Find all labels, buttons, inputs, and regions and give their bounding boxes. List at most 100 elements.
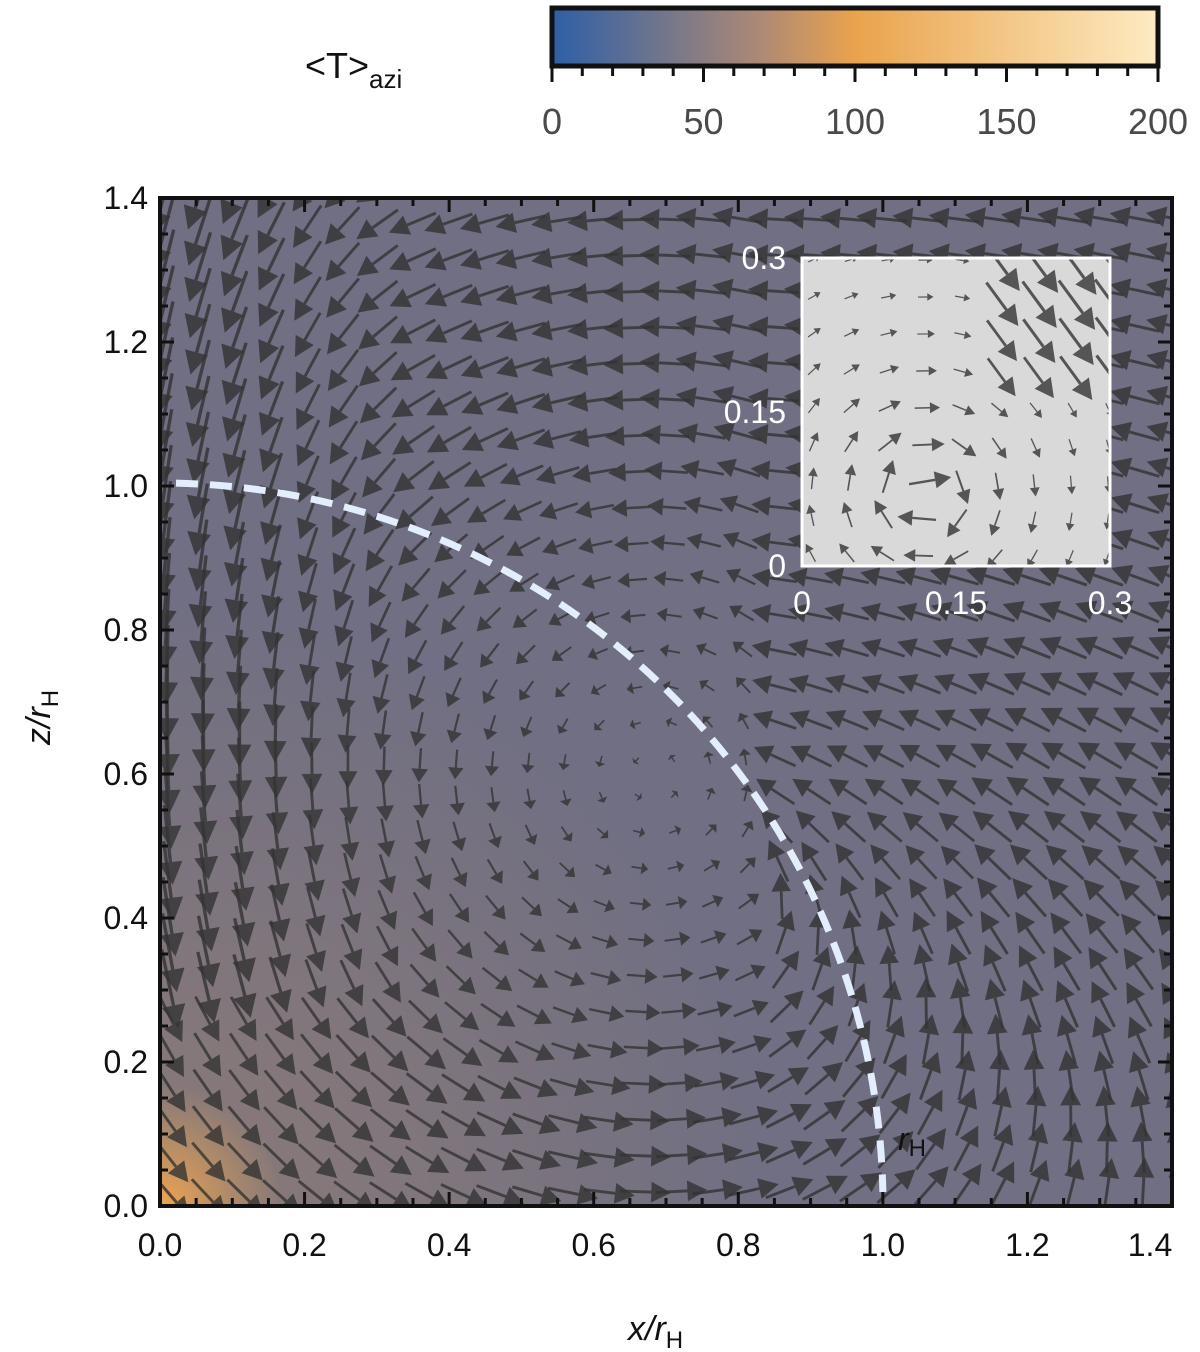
- velocity-arrow: [756, 778, 796, 806]
- inset-velocity-arrow: [986, 357, 1016, 397]
- velocity-arrow: [184, 231, 213, 303]
- velocity-arrow: [587, 1040, 628, 1059]
- x-tick-label: 1.0: [861, 1227, 905, 1263]
- inset-velocity-arrow: [1057, 279, 1096, 330]
- velocity-arrow: [656, 1180, 708, 1202]
- velocity-arrow: [1081, 845, 1121, 880]
- velocity-arrow: [1064, 1158, 1085, 1206]
- inset-velocity-arrow: [914, 402, 941, 414]
- velocity-arrow: [694, 1071, 739, 1091]
- x-tick-label: 0.4: [427, 1227, 471, 1263]
- velocity-arrow: [191, 1141, 226, 1182]
- velocity-arrow: [950, 977, 971, 1029]
- velocity-arrow: [874, 877, 899, 918]
- velocity-arrow: [1127, 1016, 1152, 1064]
- velocity-arrow: [670, 790, 679, 799]
- velocity-arrow: [1053, 946, 1081, 991]
- velocity-arrow: [294, 276, 322, 321]
- velocity-arrow: [792, 778, 832, 806]
- velocity-arrow: [223, 521, 248, 587]
- y-tick-label: 0.2: [104, 1044, 148, 1080]
- velocity-arrow: [357, 279, 399, 313]
- velocity-arrow: [1154, 879, 1172, 902]
- velocity-arrow: [1112, 672, 1160, 697]
- velocity-arrow: [1121, 913, 1156, 954]
- velocity-arrow: [932, 637, 978, 659]
- velocity-arrow: [1110, 529, 1160, 551]
- velocity-arrow: [912, 911, 934, 955]
- velocity-arrow: [187, 483, 211, 556]
- velocity-arrow: [1161, 982, 1172, 1005]
- velocity-arrow: [991, 1123, 1014, 1173]
- velocity-arrow: [1153, 845, 1172, 867]
- velocity-arrow: [557, 898, 579, 914]
- inset-velocity-arrows: [805, 258, 1110, 566]
- velocity-arrow: [190, 1178, 224, 1206]
- velocity-arrow: [427, 461, 472, 490]
- velocity-arrow: [496, 357, 546, 378]
- velocity-arrow: [551, 646, 572, 662]
- velocity-arrow: [405, 1072, 448, 1104]
- velocity-arrow: [738, 748, 751, 766]
- velocity-arrow: [459, 213, 510, 234]
- velocity-arrow: [840, 875, 862, 919]
- velocity-arrow: [460, 284, 510, 306]
- velocity-arrow: [296, 455, 320, 503]
- velocity-arrow: [548, 1112, 598, 1134]
- velocity-arrow: [495, 285, 546, 306]
- velocity-arrow: [1146, 171, 1196, 191]
- velocity-arrow: [502, 500, 543, 521]
- velocity-arrow: [521, 896, 543, 917]
- velocity-arrow: [555, 682, 571, 698]
- velocity-arrow: [592, 934, 619, 949]
- velocity-arrow: [728, 1105, 779, 1126]
- velocity-arrow: [974, 844, 1012, 881]
- velocity-arrow: [523, 788, 537, 810]
- inset-velocity-arrow: [954, 294, 971, 302]
- velocity-arrow: [359, 386, 398, 424]
- velocity-arrow: [699, 679, 715, 692]
- inset-velocity-arrow: [1093, 278, 1110, 303]
- velocity-arrow: [1050, 912, 1083, 955]
- velocity-arrow: [896, 602, 942, 622]
- velocity-arrow: [1015, 911, 1046, 955]
- velocity-arrow: [594, 719, 605, 731]
- velocity-arrow: [226, 1142, 263, 1181]
- velocity-arrow: [324, 206, 361, 245]
- velocity-arrow: [531, 356, 582, 377]
- inset-velocity-arrow: [947, 508, 968, 538]
- velocity-arrow: [863, 745, 905, 768]
- velocity-arrow: [675, 351, 727, 372]
- velocity-arrow: [461, 391, 509, 415]
- velocity-arrow: [683, 496, 723, 515]
- inset-velocity-arrow: [880, 328, 898, 337]
- velocity-arrow: [268, 956, 292, 1013]
- inset-y-tick-label: 0.15: [724, 394, 786, 430]
- colorbar-tick-label: 100: [825, 101, 885, 142]
- velocity-arrow: [222, 378, 248, 442]
- colorbar-tick-label: 150: [976, 101, 1036, 142]
- velocity-arrow: [1039, 636, 1088, 660]
- velocity-arrow: [1110, 171, 1160, 191]
- velocity-arrow: [877, 910, 896, 955]
- inset-velocity-arrow: [1058, 317, 1094, 365]
- hill-sphere-boundary: [175, 479, 887, 1193]
- velocity-arrow: [675, 387, 727, 408]
- velocity-arrow: [298, 1143, 338, 1179]
- velocity-arrow: [1113, 707, 1159, 733]
- inset-velocity-arrow: [807, 292, 821, 300]
- velocity-arrow: [356, 208, 399, 240]
- velocity-arrow: [1012, 878, 1047, 918]
- velocity-arrow: [495, 248, 546, 269]
- velocity-arrow: [902, 812, 939, 843]
- velocity-arrow: [531, 392, 582, 413]
- velocity-arrow: [964, 207, 1016, 228]
- velocity-arrow: [877, 1130, 914, 1169]
- velocity-arrow: [495, 321, 546, 342]
- velocity-arrow: [407, 639, 428, 675]
- velocity-arrow: [1039, 672, 1087, 697]
- velocity-arrow: [1004, 707, 1051, 733]
- velocity-arrow: [575, 500, 615, 519]
- velocity-arrow: [222, 414, 247, 478]
- inset-velocity-arrow: [879, 364, 899, 374]
